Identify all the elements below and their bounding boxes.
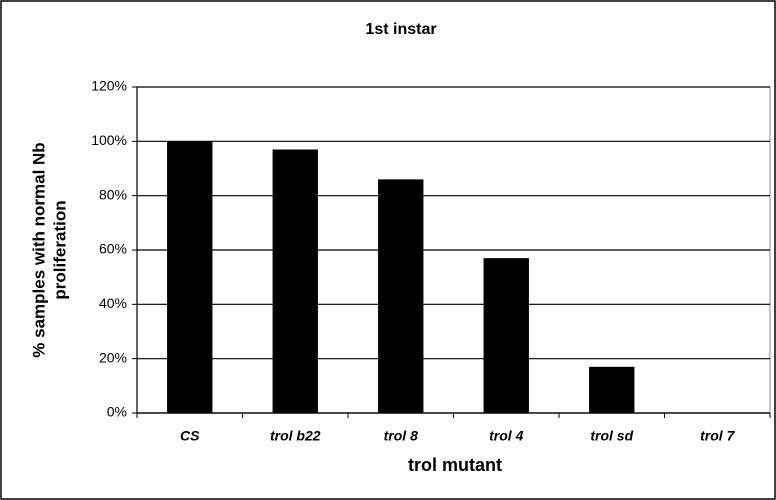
bar [378,179,424,413]
x-tick-label: trol 4 [489,428,523,444]
y-tick-label: 20% [99,349,127,365]
y-axis-label-line: % samples with normal Nb [29,142,48,357]
x-tick-label: trol b22 [270,428,321,444]
x-axis-label: trol mutant [408,455,502,475]
y-tick-label: 0% [107,404,127,420]
y-axis-label-line: proliferation [50,200,69,299]
bar [167,141,213,414]
chart-title: 1st instar [365,21,436,38]
bar [589,366,635,413]
x-tick-label: trol sd [590,428,633,444]
y-tick-label: 60% [99,241,127,257]
bar [483,258,529,413]
x-tick-label: trol 7 [700,428,735,444]
bar [272,149,318,413]
y-tick-label: 80% [99,186,127,202]
y-axis-label: % samples with normal Nb proliferation [29,142,69,357]
y-tick-label: 40% [99,295,127,311]
x-tick-label: trol 8 [384,428,418,444]
y-tick-label: 120% [91,78,127,94]
y-tick-label: 100% [91,132,127,148]
x-tick-label: CS [180,428,200,444]
